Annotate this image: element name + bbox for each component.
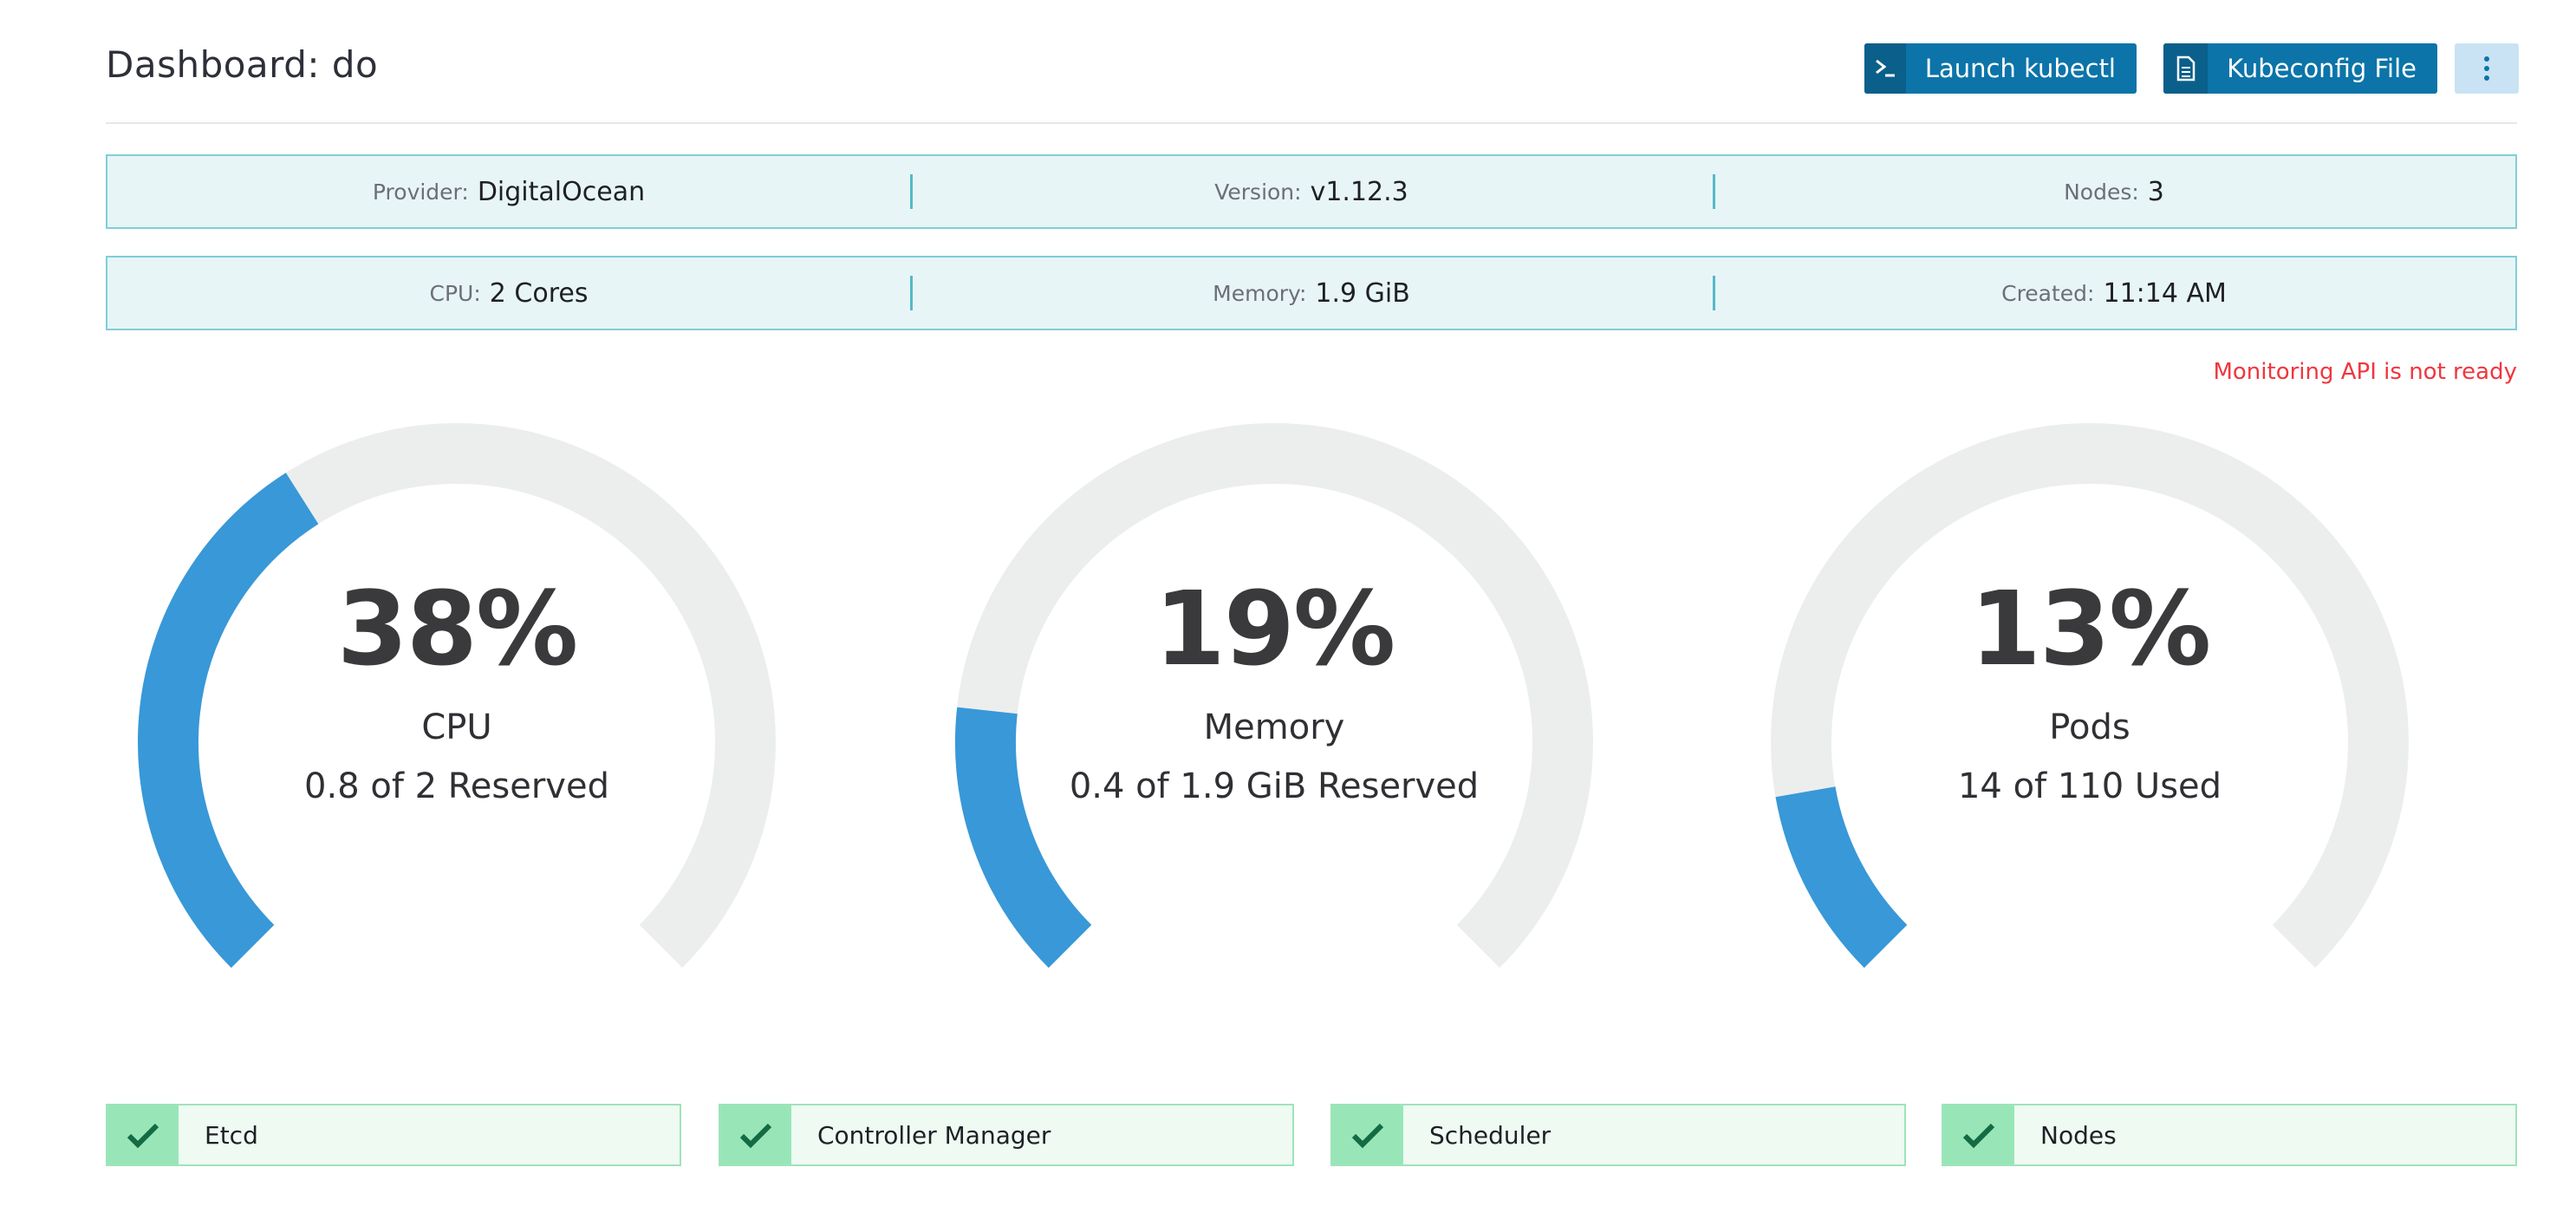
check-icon xyxy=(1943,1105,2014,1164)
component-status-etcd: Etcd xyxy=(106,1104,681,1166)
more-actions-button[interactable] xyxy=(2455,43,2519,94)
cpu-gauge-arc xyxy=(138,423,776,968)
cpu-gauge-detail: 0.8 of 2 Reserved xyxy=(304,766,609,806)
check-icon xyxy=(720,1105,791,1164)
provider-label: Provider: xyxy=(372,179,469,205)
cpu-gauge-percent: 38% xyxy=(336,569,578,688)
memory-gauge-percent: 19% xyxy=(1154,569,1395,688)
provider-info: Provider: DigitalOcean xyxy=(107,173,910,211)
file-icon xyxy=(2163,43,2208,94)
created-value: 11:14 AM xyxy=(2103,277,2227,309)
component-status-controller-manager: Controller Manager xyxy=(719,1104,1294,1166)
created-label: Created: xyxy=(2001,280,2095,306)
gauge-track xyxy=(955,423,1593,968)
nodes-value: 3 xyxy=(2147,176,2164,207)
resource-info-bar: CPU: 2 Cores Memory: 1.9 GiB Created: 11… xyxy=(106,256,2517,330)
pods-gauge: 13% Pods 14 of 110 Used xyxy=(1769,421,2410,976)
kubeconfig-file-label: Kubeconfig File xyxy=(2227,54,2417,83)
terminal-icon xyxy=(1864,43,1906,94)
component-status-scheduler: Scheduler xyxy=(1330,1104,1906,1166)
component-status-label: Etcd xyxy=(205,1120,258,1150)
component-status-nodes: Nodes xyxy=(1942,1104,2517,1166)
cpu-gauge: 38% CPU 0.8 of 2 Reserved xyxy=(136,421,777,976)
cpu-info: CPU: 2 Cores xyxy=(107,274,910,312)
provider-value: DigitalOcean xyxy=(477,176,646,207)
memory-gauge-title: Memory xyxy=(1203,708,1345,747)
memory-label: Memory: xyxy=(1213,280,1307,306)
launch-kubectl-button[interactable]: Launch kubectl xyxy=(1864,43,2137,94)
pods-gauge-detail: 14 of 110 Used xyxy=(1957,766,2222,806)
nodes-label: Nodes: xyxy=(2064,179,2139,205)
memory-gauge: 19% Memory 0.4 of 1.9 GiB Reserved xyxy=(953,421,1595,976)
component-status-label: Nodes xyxy=(2040,1120,2117,1150)
version-info: Version: v1.12.3 xyxy=(910,173,1713,211)
pods-gauge-percent: 13% xyxy=(1969,569,2211,688)
created-info: Created: 11:14 AM xyxy=(1713,274,2515,312)
cluster-info-bar: Provider: DigitalOcean Version: v1.12.3 … xyxy=(106,154,2517,229)
page-title: Dashboard: do xyxy=(106,43,379,86)
nodes-info: Nodes: 3 xyxy=(1713,173,2515,211)
memory-value: 1.9 GiB xyxy=(1315,277,1410,309)
version-value: v1.12.3 xyxy=(1310,176,1408,207)
pods-gauge-arc xyxy=(1771,423,2409,968)
memory-info: Memory: 1.9 GiB xyxy=(910,274,1713,312)
cpu-label: CPU: xyxy=(429,280,481,306)
component-status-label: Controller Manager xyxy=(817,1120,1051,1150)
launch-kubectl-label: Launch kubectl xyxy=(1924,54,2116,83)
gauge-fill xyxy=(955,707,1092,968)
memory-gauge-detail: 0.4 of 1.9 GiB Reserved xyxy=(1069,766,1480,806)
kebab-menu-icon xyxy=(2484,56,2489,81)
cpu-gauge-title: CPU xyxy=(421,708,492,747)
pods-gauge-title: Pods xyxy=(2049,708,2130,747)
component-status-label: Scheduler xyxy=(1429,1120,1551,1150)
version-label: Version: xyxy=(1214,179,1302,205)
gauge-track xyxy=(1771,423,2409,968)
gauge-fill xyxy=(1775,786,1908,968)
memory-gauge-arc xyxy=(955,423,1593,968)
kubeconfig-file-button[interactable]: Kubeconfig File xyxy=(2163,43,2437,94)
gauge-fill xyxy=(138,473,319,968)
cpu-value: 2 Cores xyxy=(489,277,589,309)
check-icon xyxy=(107,1105,179,1164)
monitoring-warning: Monitoring API is not ready xyxy=(2213,359,2517,385)
header-divider xyxy=(106,122,2517,124)
check-icon xyxy=(1332,1105,1403,1164)
